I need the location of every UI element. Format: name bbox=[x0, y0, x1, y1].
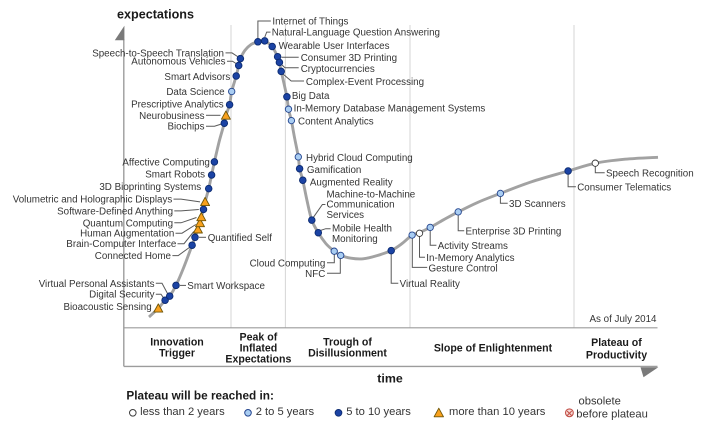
svg-text:Communication: Communication bbox=[327, 199, 395, 210]
svg-text:Gamification: Gamification bbox=[307, 165, 361, 176]
svg-text:Volumetric and Holographic Dis: Volumetric and Holographic Displays bbox=[13, 195, 173, 206]
svg-text:Prescriptive Analytics: Prescriptive Analytics bbox=[131, 99, 224, 110]
svg-text:Mobile Health: Mobile Health bbox=[332, 224, 392, 235]
svg-text:NFC: NFC bbox=[305, 269, 325, 280]
svg-text:In-Memory Database Management: In-Memory Database Management Systems bbox=[294, 104, 486, 115]
svg-text:Biochips: Biochips bbox=[167, 122, 204, 133]
svg-text:Trough of: Trough of bbox=[323, 336, 372, 348]
svg-text:Disillusionment: Disillusionment bbox=[308, 347, 387, 359]
svg-text:Quantum Computing: Quantum Computing bbox=[83, 218, 173, 229]
svg-text:Bioacoustic Sensing: Bioacoustic Sensing bbox=[63, 302, 151, 313]
svg-text:Machine-to-Machine: Machine-to-Machine bbox=[327, 189, 416, 200]
svg-text:Consumer Telematics: Consumer Telematics bbox=[577, 183, 671, 194]
svg-text:Virtual Personal Assistants: Virtual Personal Assistants bbox=[39, 279, 155, 290]
svg-text:Wearable User Interfaces: Wearable User Interfaces bbox=[279, 41, 390, 52]
svg-text:Monitoring: Monitoring bbox=[332, 234, 378, 245]
svg-text:Speech Recognition: Speech Recognition bbox=[606, 169, 694, 180]
svg-text:before plateau: before plateau bbox=[576, 408, 648, 420]
svg-text:Expectations: Expectations bbox=[225, 354, 291, 366]
svg-text:Smart Robots: Smart Robots bbox=[145, 170, 205, 181]
svg-text:Internet of Things: Internet of Things bbox=[272, 17, 348, 28]
svg-text:Plateau of: Plateau of bbox=[591, 337, 642, 349]
svg-text:Neurobusiness: Neurobusiness bbox=[139, 111, 204, 122]
svg-text:Consumer 3D Printing: Consumer 3D Printing bbox=[301, 53, 397, 64]
svg-text:Smart Advisors: Smart Advisors bbox=[164, 72, 230, 83]
svg-text:Cryptocurrencies: Cryptocurrencies bbox=[301, 64, 375, 75]
svg-text:3D Scanners: 3D Scanners bbox=[509, 199, 566, 210]
svg-text:Productivity: Productivity bbox=[586, 349, 647, 361]
svg-text:Slope of Enlightenment: Slope of Enlightenment bbox=[434, 342, 553, 354]
svg-text:more than 10 years: more than 10 years bbox=[449, 406, 546, 418]
svg-text:Human Augmentation: Human Augmentation bbox=[80, 229, 174, 240]
svg-text:Affective Computing: Affective Computing bbox=[122, 158, 210, 169]
svg-text:3D Bioprinting Systems: 3D Bioprinting Systems bbox=[99, 182, 201, 193]
svg-text:obsolete: obsolete bbox=[579, 395, 621, 407]
svg-text:Hybrid Cloud Computing: Hybrid Cloud Computing bbox=[306, 153, 413, 164]
svg-text:5 to 10 years: 5 to 10 years bbox=[346, 406, 411, 418]
svg-text:Virtual Reality: Virtual Reality bbox=[400, 279, 460, 290]
svg-text:In-Memory Analytics: In-Memory Analytics bbox=[426, 253, 514, 264]
svg-text:Natural-Language Question Answ: Natural-Language Question Answering bbox=[272, 28, 440, 39]
svg-text:Inflated: Inflated bbox=[240, 342, 278, 354]
svg-text:Peak of: Peak of bbox=[240, 332, 278, 344]
svg-text:2 to 5 years: 2 to 5 years bbox=[256, 406, 315, 418]
svg-text:Plateau will be reached in:: Plateau will be reached in: bbox=[126, 389, 274, 403]
svg-text:Cloud Computing: Cloud Computing bbox=[250, 259, 326, 270]
svg-text:time: time bbox=[377, 372, 403, 386]
svg-text:Autonomous Vehicles: Autonomous Vehicles bbox=[131, 57, 225, 68]
svg-text:Quantified Self: Quantified Self bbox=[208, 233, 273, 244]
svg-text:Augmented Reality: Augmented Reality bbox=[310, 178, 393, 189]
svg-text:Digital Security: Digital Security bbox=[89, 290, 154, 301]
svg-text:expectations: expectations bbox=[117, 8, 194, 22]
svg-text:Software-Defined Anything: Software-Defined Anything bbox=[57, 206, 173, 217]
svg-text:Innovation: Innovation bbox=[150, 336, 204, 348]
svg-text:Speech-to-Speech Translation: Speech-to-Speech Translation bbox=[92, 48, 224, 59]
svg-text:Activity Streams: Activity Streams bbox=[438, 241, 508, 252]
svg-text:As of July 2014: As of July 2014 bbox=[590, 314, 658, 325]
svg-text:Trigger: Trigger bbox=[159, 347, 195, 359]
svg-text:Content Analytics: Content Analytics bbox=[298, 116, 374, 127]
svg-text:Gesture Control: Gesture Control bbox=[429, 263, 498, 274]
svg-text:less than 2 years: less than 2 years bbox=[140, 406, 225, 418]
svg-text:Big Data: Big Data bbox=[292, 91, 330, 102]
svg-text:Complex-Event Processing: Complex-Event Processing bbox=[306, 77, 424, 88]
svg-text:Connected Home: Connected Home bbox=[95, 251, 172, 262]
svg-text:Services: Services bbox=[327, 210, 365, 221]
svg-text:Brain-Computer Interface: Brain-Computer Interface bbox=[66, 239, 177, 250]
svg-text:Data Science: Data Science bbox=[166, 87, 225, 98]
svg-text:Enterprise 3D Printing: Enterprise 3D Printing bbox=[466, 227, 562, 238]
svg-text:Smart Workspace: Smart Workspace bbox=[187, 281, 265, 292]
